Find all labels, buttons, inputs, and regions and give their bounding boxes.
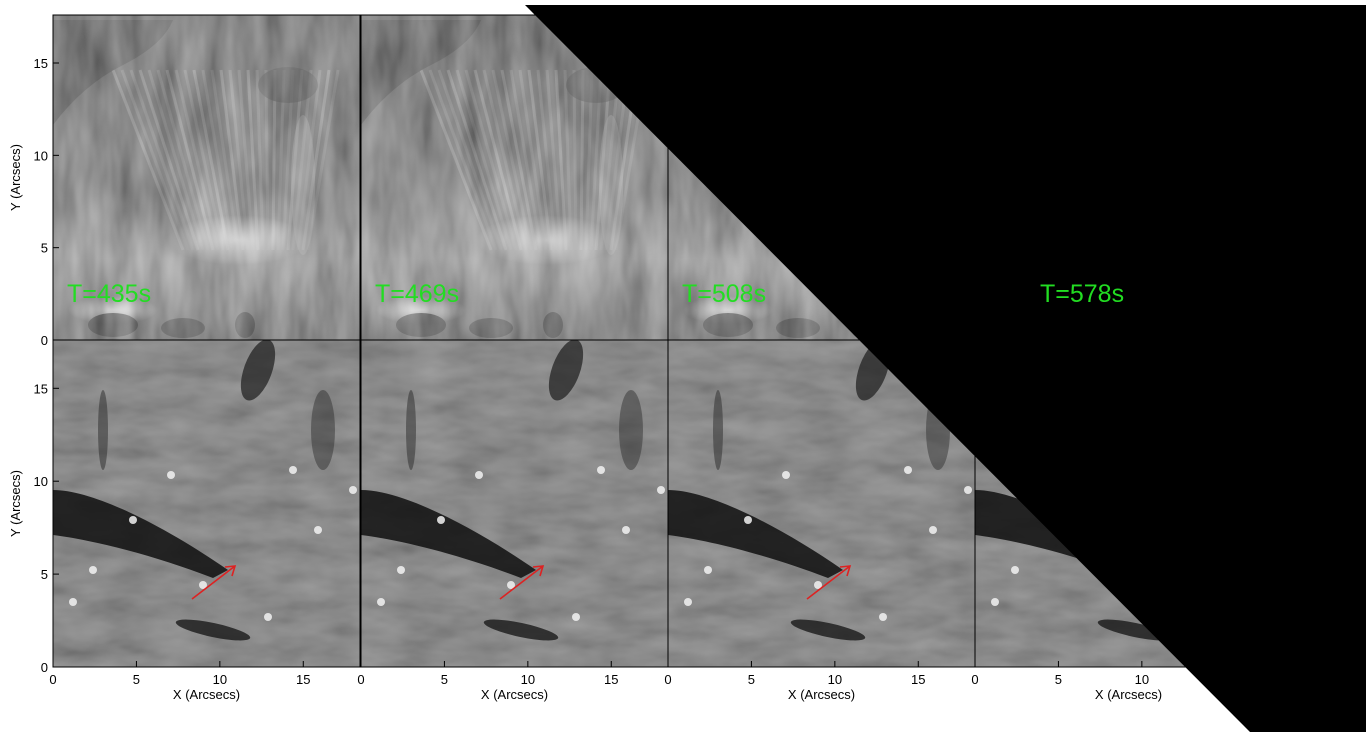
x-tick-label: 10	[213, 672, 227, 687]
x-tick-label: 5	[748, 672, 755, 687]
x-tick-label: 5	[133, 672, 140, 687]
y-axis-title: Y (Arcsecs)	[8, 144, 23, 211]
black-mask-region	[525, 5, 1366, 732]
axes-layer: 0 5 10 15 X (Arcsecs) 0 5 10 15 X (Arcsecs) 0 5 10 15…	[8, 14, 1283, 702]
red-arrow-2	[499, 565, 545, 600]
x-tick-label: 0	[49, 672, 56, 687]
x-tick-label: 0	[664, 672, 671, 687]
x-axis-title: X (Arcsecs)	[1095, 687, 1162, 702]
panel-overlays: T=435s T=469s T=508s T=578s	[67, 280, 1124, 600]
red-arrow-1	[191, 565, 237, 600]
x-tick-label: 5	[441, 672, 448, 687]
y-tick-label: 15	[34, 381, 48, 396]
y-tick-label: 5	[41, 241, 48, 256]
time-label-1: T=435s	[67, 280, 151, 308]
x-tick-label: 15	[1218, 672, 1232, 687]
time-label-2: T=469s	[375, 280, 459, 308]
y-axis-title: Y (Arcsecs)	[8, 470, 23, 537]
top-image-panel-1	[53, 15, 360, 340]
y-tick-label: 10	[34, 474, 48, 489]
x-tick-label: 10	[521, 672, 535, 687]
x-tick-label: 0	[971, 672, 978, 687]
y-tick-label: 5	[41, 567, 48, 582]
x-tick-label: 15	[604, 672, 618, 687]
time-label-4: T=578s	[1040, 280, 1124, 308]
bottom-image-panel-2	[361, 339, 668, 667]
y-tick-label: 0	[41, 333, 48, 348]
x-tick-label: 15	[911, 672, 925, 687]
time-label-3: T=508s	[682, 280, 766, 308]
red-arrow-3	[806, 565, 852, 600]
y-tick-label: 10	[34, 148, 48, 163]
x-tick-label: 5	[1055, 672, 1062, 687]
bottom-image-panel-1	[53, 339, 360, 667]
x-axis-title: X (Arcsecs)	[481, 687, 548, 702]
y-tick-label: 15	[34, 56, 48, 71]
x-tick-label: 10	[828, 672, 842, 687]
x-axis-title: X (Arcsecs)	[788, 687, 855, 702]
x-tick-label: 15	[296, 672, 310, 687]
x-axis-title: X (Arcsecs)	[173, 687, 240, 702]
x-tick-label: 0	[357, 672, 364, 687]
y-tick-label: 0	[41, 660, 48, 675]
x-tick-label: 10	[1135, 672, 1149, 687]
